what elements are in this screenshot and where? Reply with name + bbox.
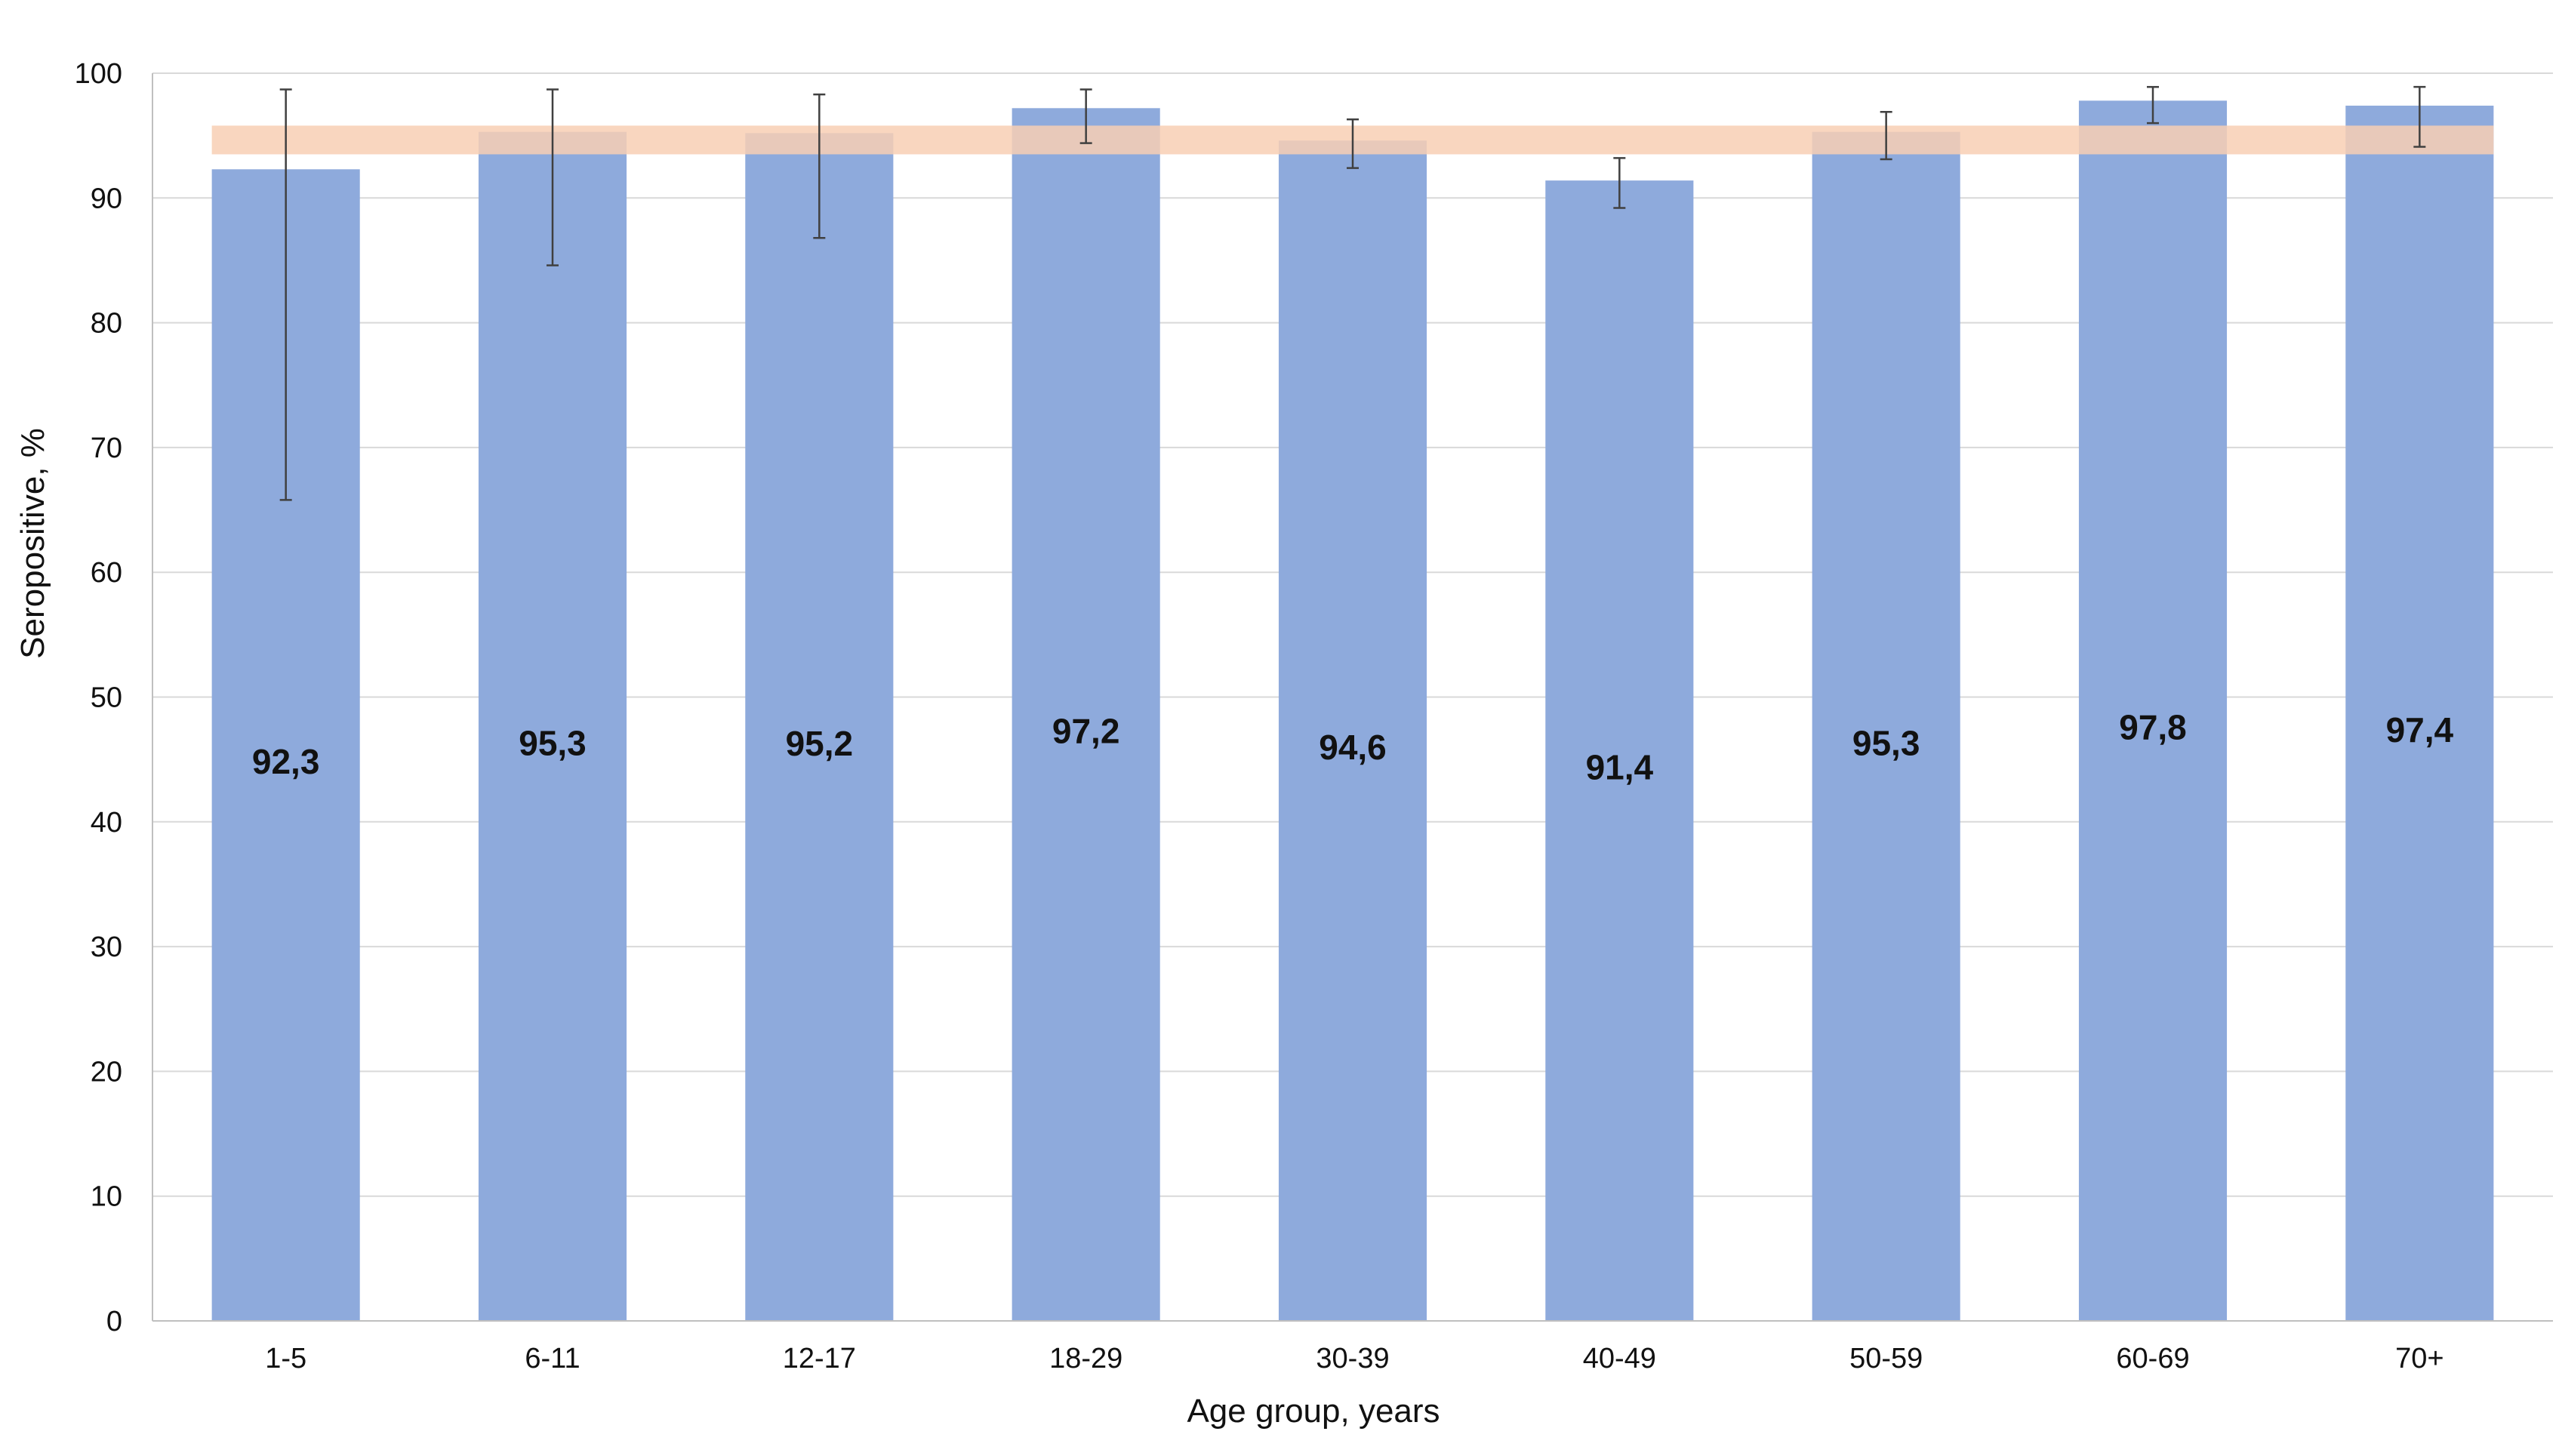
data-label: 97,8 xyxy=(2119,708,2187,747)
data-label: 92,3 xyxy=(252,742,320,781)
data-label: 94,6 xyxy=(1319,728,1387,767)
y-axis-title: Seropositive, % xyxy=(14,428,51,659)
y-tick-label: 70 xyxy=(91,432,122,464)
bar xyxy=(1545,180,1694,1322)
x-tick-label: 6-11 xyxy=(525,1343,580,1374)
bar xyxy=(745,133,894,1321)
x-tick-label: 18-29 xyxy=(1049,1343,1122,1374)
bar xyxy=(1278,140,1427,1322)
bar xyxy=(1012,108,1160,1322)
y-tick-label: 20 xyxy=(91,1056,122,1088)
x-tick-label: 60-69 xyxy=(2116,1343,2189,1374)
x-tick-label: 30-39 xyxy=(1316,1343,1389,1374)
data-label: 91,4 xyxy=(1586,748,1654,787)
y-tick-label: 40 xyxy=(91,807,122,839)
y-tick-label: 60 xyxy=(91,557,122,589)
y-tick-label: 0 xyxy=(106,1306,122,1337)
labels: 0 10 20 30 40 50 60 70 80 90 100 1-5 92,3 6-11 95,3 12-… xyxy=(75,58,2454,1374)
bar xyxy=(2078,100,2228,1322)
x-tick-label: 1-5 xyxy=(265,1343,306,1374)
y-tick-label: 100 xyxy=(75,58,122,90)
y-tick-label: 10 xyxy=(91,1181,122,1213)
x-tick-label: 50-59 xyxy=(1849,1343,1923,1374)
y-tick-label: 80 xyxy=(91,308,122,340)
x-axis-title: Age group, years xyxy=(1187,1393,1440,1430)
y-tick-label: 90 xyxy=(91,183,122,214)
x-tick-label: 12-17 xyxy=(783,1343,856,1374)
y-tick-label: 50 xyxy=(91,682,122,714)
data-label: 97,2 xyxy=(1052,712,1120,751)
bar xyxy=(1812,131,1960,1321)
data-label: 95,3 xyxy=(519,723,587,762)
error-bars xyxy=(279,85,2426,501)
bar xyxy=(2345,105,2494,1321)
y-tick-label: 30 xyxy=(91,931,122,963)
data-label: 95,2 xyxy=(786,724,854,763)
x-tick-label: 70+ xyxy=(2395,1343,2444,1374)
data-label: 97,4 xyxy=(2386,710,2454,750)
bar xyxy=(478,131,627,1321)
x-tick-label: 40-49 xyxy=(1583,1343,1656,1374)
data-label: 95,3 xyxy=(1852,723,1920,762)
axes xyxy=(152,73,2553,1322)
